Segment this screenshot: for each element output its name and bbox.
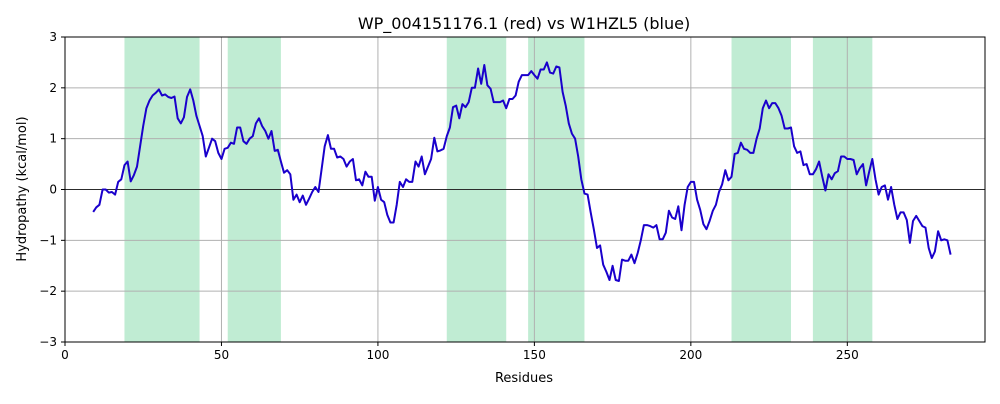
x-tick-label: 150 xyxy=(523,348,546,362)
y-axis-ticks: −3 −2 −1 0 1 2 3 xyxy=(39,30,65,349)
y-tick-label: 3 xyxy=(49,30,57,44)
y-tick-label: −2 xyxy=(39,284,57,298)
x-tick-label: 250 xyxy=(836,348,859,362)
y-tick-label: 2 xyxy=(49,81,57,95)
y-tick-label: 1 xyxy=(49,132,57,146)
x-axis-label: Residues xyxy=(495,371,553,386)
series-layer xyxy=(92,61,952,282)
hydropathy-series-line-0 xyxy=(92,61,952,282)
chart-title: WP_004151176.1 (red) vs W1HZL5 (blue) xyxy=(358,14,690,34)
x-tick-label: 100 xyxy=(366,348,389,362)
y-tick-label: −3 xyxy=(39,335,57,349)
x-tick-label: 0 xyxy=(61,348,69,362)
x-axis-ticks: 0 50 100 150 200 250 xyxy=(61,342,859,362)
y-tick-label: −1 xyxy=(39,233,57,247)
x-tick-label: 50 xyxy=(214,348,229,362)
y-tick-label: 0 xyxy=(49,183,57,197)
x-tick-label: 200 xyxy=(679,348,702,362)
y-axis-label: Hydropathy (kcal/mol) xyxy=(15,116,30,261)
